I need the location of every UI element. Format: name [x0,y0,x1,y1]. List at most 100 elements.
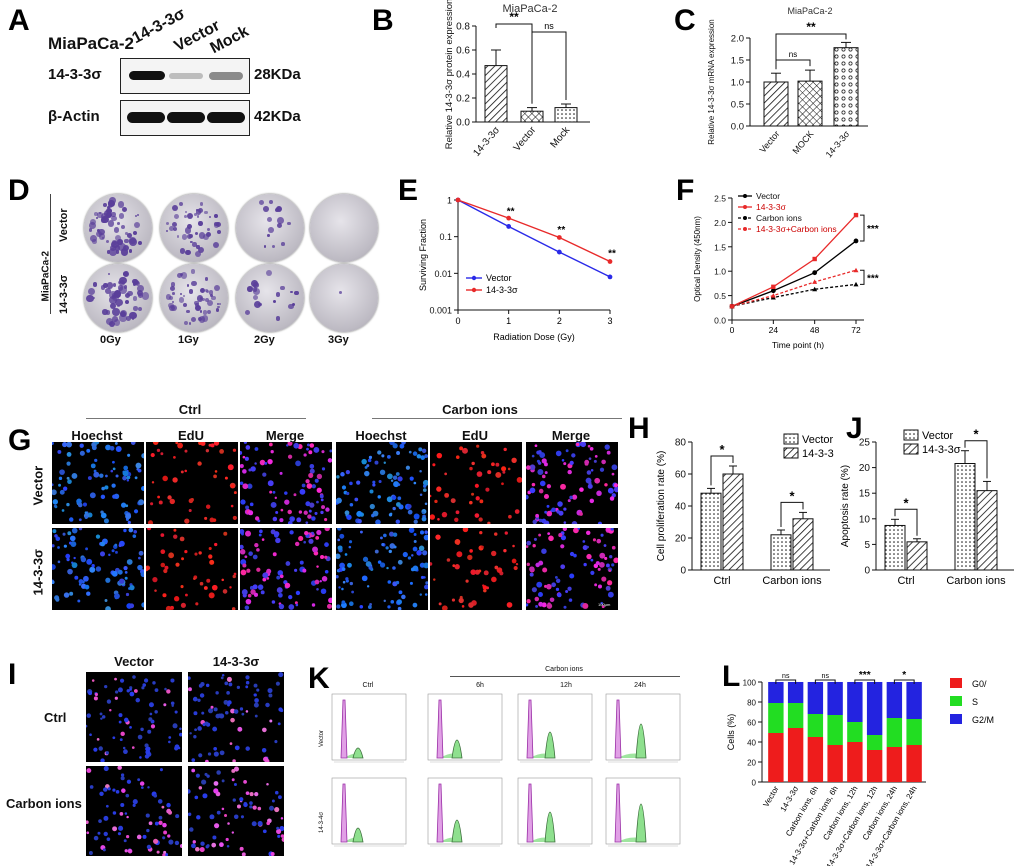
colony-spot [169,225,175,231]
edu-cell-nucleus [309,468,315,474]
edu-cell-nucleus [436,486,442,492]
colony-spot [195,303,199,307]
edu-cell-nucleus [57,546,60,549]
edu-micrograph [430,442,522,524]
edu-micrograph-cells [52,528,144,610]
flow-histogram [426,692,504,768]
band-actin-lane1 [127,112,165,123]
tunel-cell-nucleus [147,786,150,789]
band-14-3-3-lane2 [169,73,203,79]
colony-spot [206,299,213,307]
colony-spot [253,287,258,292]
chart-e-x-tick-label: 0 [455,316,460,326]
panel-k-flow-cytometry: Ctrl Carbon ions 6h 12h 24h Vector 14-3-… [310,664,710,864]
edu-cell-nucleus [108,553,111,557]
edu-cell-nucleus [544,510,548,514]
colony-spot [105,287,112,294]
tunel-cell-nucleus [145,813,150,818]
tunel-cell-nucleus [224,711,229,715]
edu-cell-nucleus [164,565,169,570]
chart-l-bar-segment [886,682,903,718]
edu-cell-nucleus [474,513,480,518]
edu-cell-nucleus [413,540,417,544]
chart-f-point [771,284,776,290]
tunel-cell-nucleus [245,680,250,685]
edu-cell-nucleus [367,458,372,463]
edu-cell-nucleus [534,596,540,602]
colony-spot [186,309,190,314]
chart-l-annotation: * [902,670,906,681]
chart-f-y-tick-label: 1.0 [714,267,726,277]
edu-cell-nucleus [563,605,567,609]
tunel-cell-nucleus [175,814,180,819]
blot-size-1: 28KDa [254,66,301,83]
edu-cell-nucleus [606,450,611,455]
tunel-col-1: Vector [114,654,154,669]
edu-cell-nucleus [342,580,346,584]
flow-group-line [450,676,680,677]
edu-cell-nucleus [567,469,572,475]
chart-f-x-tick-label: 0 [730,325,735,335]
edu-cell-nucleus [240,544,244,550]
edu-cell-nucleus [272,490,276,494]
edu-cell-nucleus [462,447,468,454]
edu-cell-nucleus [455,510,460,515]
edu-cell-nucleus [59,469,65,475]
chart-e-y-tick-label: 0.01 [434,269,452,279]
edu-cell-nucleus [62,532,66,536]
edu-micrograph-cells [146,528,237,610]
tunel-cell-nucleus [114,677,117,681]
tunel-cell-nucleus [221,779,225,783]
edu-cell-nucleus [177,442,184,449]
edu-cell-nucleus [546,504,550,508]
tunel-cell-nucleus [239,797,244,802]
colony-spot [113,319,121,326]
colony-spot [112,316,118,322]
edu-cell-nucleus [119,578,125,584]
colony-spot [112,240,117,245]
edu-cell-nucleus [245,530,252,537]
tunel-cell-nucleus [152,681,156,685]
colony-spot [204,277,208,281]
edu-cell-nucleus [118,543,122,548]
colony-spot [290,290,293,294]
edu-cell-nucleus [100,541,106,547]
edu-cell-nucleus [137,564,143,571]
edu-cell-nucleus [601,459,606,465]
edu-cell-nucleus [408,450,412,454]
edu-cell-nucleus [259,459,266,466]
tunel-cell-nucleus [105,804,109,808]
edu-cell-nucleus [349,540,353,544]
edu-cell-nucleus [444,492,450,498]
chart-e-x-tick-label: 1 [506,316,511,326]
chart-b-annotation-1: ** [509,10,519,24]
edu-cell-nucleus [546,510,553,517]
tunel-cell-nucleus [253,693,256,697]
chart-h-legend-swatch [783,433,799,445]
dose-label-1: 0Gy [100,334,121,346]
edu-cell-nucleus [105,444,111,451]
colony-spot [258,199,265,206]
edu-cell-nucleus [580,442,587,448]
edu-cell-nucleus [99,473,104,478]
tunel-cell-nucleus [219,842,224,848]
chart-f-point [853,267,859,273]
tunel-cell-nucleus [253,702,259,708]
edu-cell-nucleus [52,483,54,487]
edu-cell-nucleus [560,564,566,570]
edu-cell-nucleus [78,528,83,531]
edu-cell-nucleus [213,474,217,479]
edu-cell-nucleus [212,518,217,522]
edu-cell-nucleus [314,478,319,483]
edu-cell-nucleus [588,457,592,460]
edu-cell-nucleus [284,491,288,495]
tunel-cell-nucleus [219,713,225,719]
edu-cell-nucleus [160,452,164,456]
edu-cell-nucleus [582,602,589,609]
tunel-cell-nucleus [127,848,133,854]
edu-cell-nucleus [487,521,491,524]
edu-cell-nucleus [536,581,543,588]
chart-j-bracket [894,508,918,536]
tunel-cell-nucleus [192,696,198,702]
edu-cell-nucleus [257,584,264,590]
